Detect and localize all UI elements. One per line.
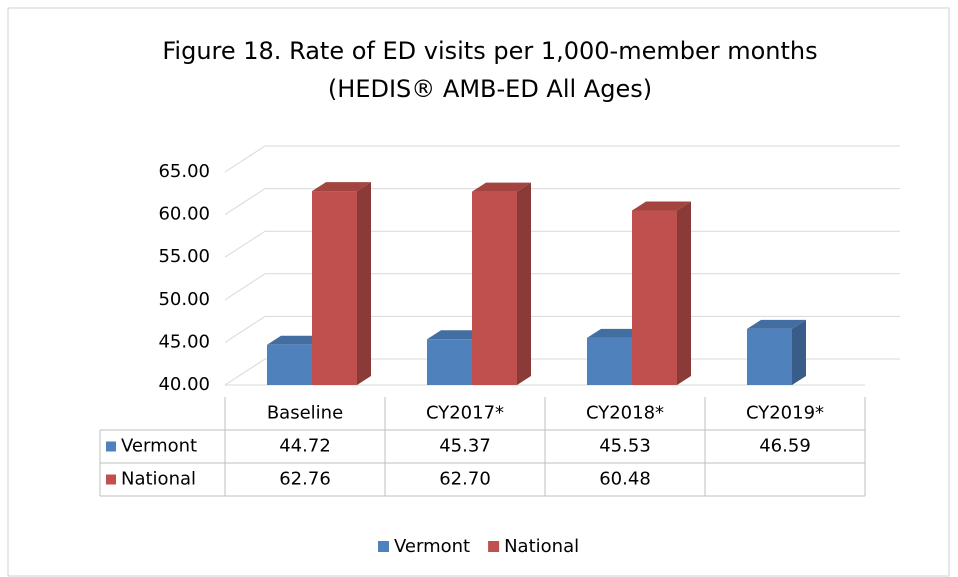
bar-side	[792, 319, 806, 385]
table-value: 45.53	[599, 436, 651, 457]
bar	[587, 337, 632, 385]
bar	[427, 339, 472, 385]
y-tick-label: 65.00	[158, 161, 210, 182]
y-tick-label: 40.00	[158, 374, 210, 395]
bar	[312, 191, 357, 385]
grid-line	[224, 188, 900, 216]
bar	[267, 344, 312, 385]
legend-swatch	[488, 541, 500, 552]
table-value: 62.76	[279, 469, 331, 490]
bar-top	[632, 201, 691, 211]
table-value: 46.59	[759, 436, 811, 457]
table-row-label: National	[121, 469, 196, 490]
grid-line	[224, 145, 900, 173]
legend-label: National	[504, 536, 579, 557]
bar-top	[267, 335, 326, 345]
y-tick-label: 50.00	[158, 289, 210, 310]
table-value: 62.70	[439, 469, 491, 490]
y-tick-label: 55.00	[158, 246, 210, 267]
bar	[632, 210, 677, 385]
legend-swatch	[378, 541, 389, 552]
bar	[747, 328, 792, 385]
x-tick-label: CY2017*	[426, 403, 504, 424]
bar-top	[472, 182, 531, 192]
table-value: 45.37	[439, 436, 491, 457]
x-tick-label: CY2019*	[746, 403, 824, 424]
y-tick-label: 45.00	[158, 331, 210, 352]
bar	[472, 191, 517, 385]
table-value: 60.48	[599, 469, 651, 490]
bar-top	[427, 330, 486, 340]
x-tick-label: CY2018*	[586, 403, 664, 424]
bar-top	[747, 319, 806, 329]
chart-title: Figure 18. Rate of ED visits per 1,000-m…	[162, 37, 817, 65]
bar-side	[517, 182, 531, 385]
chart-title: (HEDIS® AMB-ED All Ages)	[328, 75, 652, 103]
table-value: 44.72	[279, 436, 331, 457]
table-row-label: Vermont	[121, 436, 197, 457]
bar-top	[312, 182, 371, 192]
table-key	[106, 441, 116, 452]
y-tick-label: 60.00	[158, 204, 210, 225]
bar-side	[357, 182, 371, 385]
legend-label: Vermont	[394, 536, 470, 557]
bar-side	[677, 201, 691, 385]
table-key	[106, 474, 116, 485]
x-tick-label: Baseline	[267, 403, 343, 424]
bar-top	[587, 328, 646, 338]
